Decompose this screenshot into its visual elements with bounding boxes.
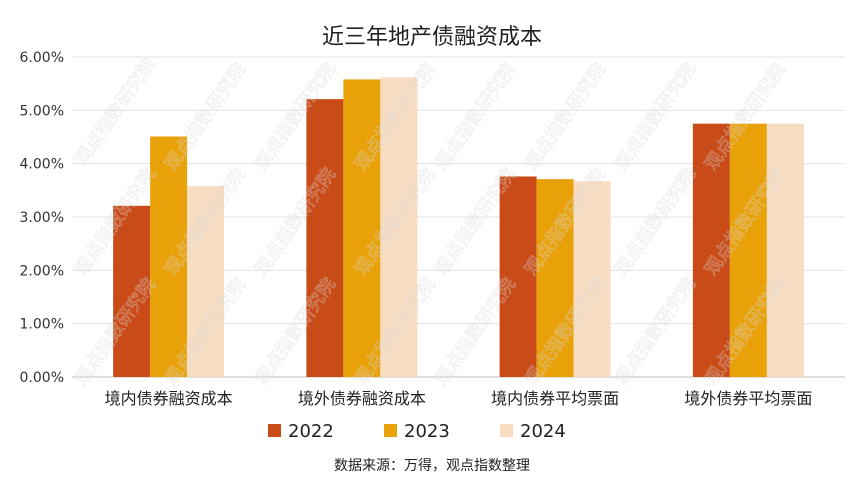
y-axis: 0.00% 1.00% 2.00% 3.00% 4.00% 5.00% 6.00% bbox=[20, 50, 64, 386]
bar-2023 bbox=[729, 123, 767, 378]
legend-label: 2022 bbox=[288, 421, 334, 442]
watermark-text: 观点指数研究院 bbox=[611, 164, 700, 279]
x-category-label: 境内债券平均票面 bbox=[491, 389, 619, 408]
x-category-label: 境内债券融资成本 bbox=[105, 389, 233, 408]
source-note: 数据来源：万得，观点指数整理 bbox=[334, 457, 530, 474]
bar-2022 bbox=[113, 205, 151, 377]
legend: 2022 2023 2024 bbox=[268, 421, 566, 442]
bar-2024 bbox=[766, 123, 804, 378]
bar-2022 bbox=[499, 176, 537, 377]
x-axis: 境内债券融资成本 境外债券融资成本 境内债券平均票面 境外债券平均票面 bbox=[105, 389, 813, 408]
bar-2024 bbox=[187, 186, 225, 377]
y-tick-label: 4.00% bbox=[20, 157, 64, 173]
bars bbox=[113, 77, 804, 378]
watermark-text: 观点指数研究院 bbox=[611, 274, 700, 389]
y-tick-label: 3.00% bbox=[20, 210, 64, 226]
watermark-text: 观点指数研究院 bbox=[611, 59, 700, 174]
legend-swatch-2023 bbox=[384, 424, 397, 437]
bar-2023 bbox=[150, 136, 188, 377]
bar-2022 bbox=[692, 123, 730, 378]
chart-title: 近三年地产债融资成本 bbox=[322, 25, 542, 50]
bar-2024 bbox=[380, 77, 418, 378]
legend-label: 2024 bbox=[520, 421, 566, 442]
x-category-label: 境外债券平均票面 bbox=[684, 389, 812, 408]
bar-2022 bbox=[306, 99, 344, 377]
x-category-label: 境外债券融资成本 bbox=[298, 389, 426, 408]
legend-swatch-2024 bbox=[500, 424, 513, 437]
bar-2023 bbox=[536, 179, 574, 377]
watermark-text: 观点指数研究院 bbox=[521, 59, 610, 174]
y-tick-label: 2.00% bbox=[20, 263, 64, 279]
legend-swatch-2022 bbox=[268, 424, 281, 437]
y-tick-label: 1.00% bbox=[20, 317, 64, 333]
legend-label: 2023 bbox=[404, 421, 450, 442]
watermark-text: 观点指数研究院 bbox=[71, 54, 160, 169]
watermark-text: 观点指数研究院 bbox=[431, 59, 520, 174]
bar-2023 bbox=[343, 79, 381, 378]
y-tick-label: 6.00% bbox=[20, 50, 64, 66]
bar-2024 bbox=[573, 181, 611, 377]
y-tick-label: 5.00% bbox=[20, 103, 64, 119]
y-tick-label: 0.00% bbox=[20, 370, 64, 386]
